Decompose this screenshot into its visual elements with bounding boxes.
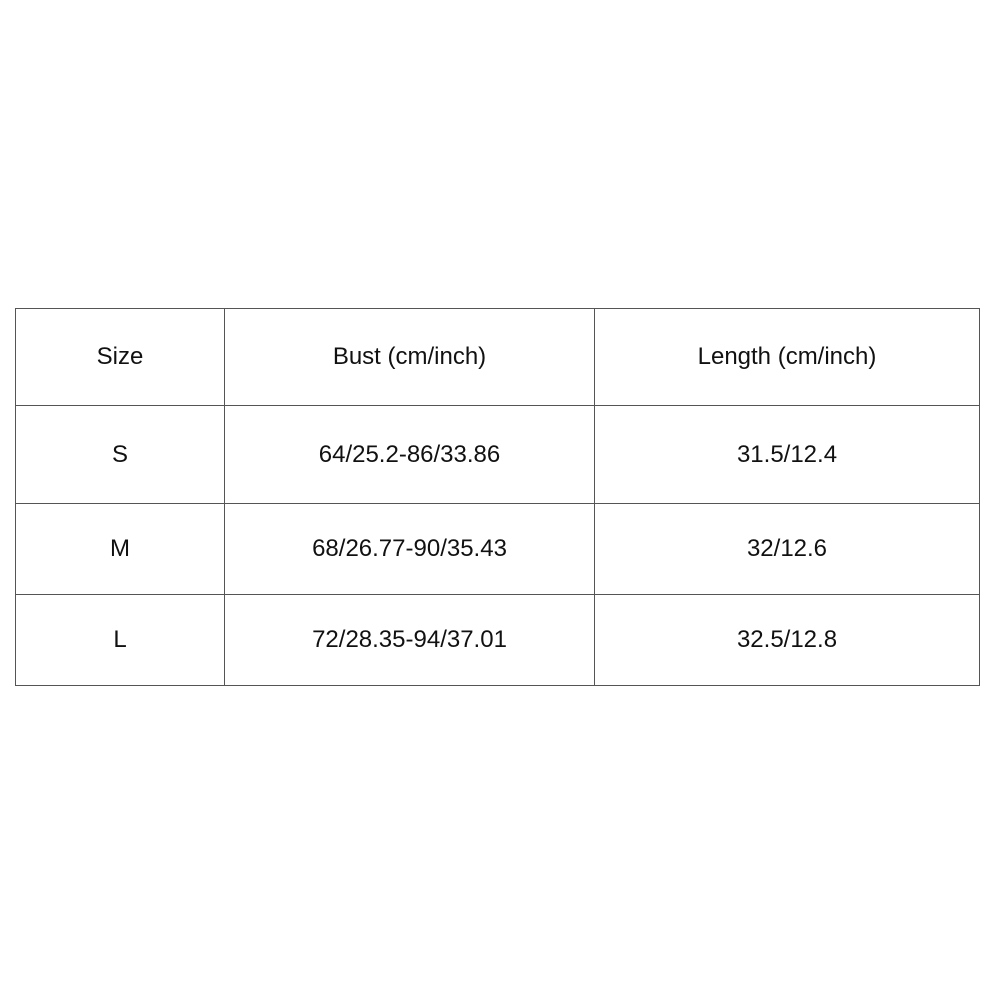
cell-length: 31.5/12.4: [594, 405, 980, 504]
table-row: M 68/26.77-90/35.43 32/12.6: [15, 503, 980, 595]
cell-size: L: [15, 594, 225, 686]
size-chart-table: Size Bust (cm/inch) Length (cm/inch) S 6…: [15, 308, 980, 686]
cell-length: 32/12.6: [594, 503, 980, 595]
cell-length: 32.5/12.8: [594, 594, 980, 686]
cell-size: M: [15, 503, 225, 595]
cell-bust: 64/25.2-86/33.86: [224, 405, 595, 504]
header-bust: Bust (cm/inch): [224, 308, 595, 406]
header-length: Length (cm/inch): [594, 308, 980, 406]
table-row: S 64/25.2-86/33.86 31.5/12.4: [15, 405, 980, 504]
table-row: L 72/28.35-94/37.01 32.5/12.8: [15, 594, 980, 686]
header-size: Size: [15, 308, 225, 406]
cell-size: S: [15, 405, 225, 504]
cell-bust: 72/28.35-94/37.01: [224, 594, 595, 686]
cell-bust: 68/26.77-90/35.43: [224, 503, 595, 595]
header-row: Size Bust (cm/inch) Length (cm/inch): [15, 308, 980, 406]
